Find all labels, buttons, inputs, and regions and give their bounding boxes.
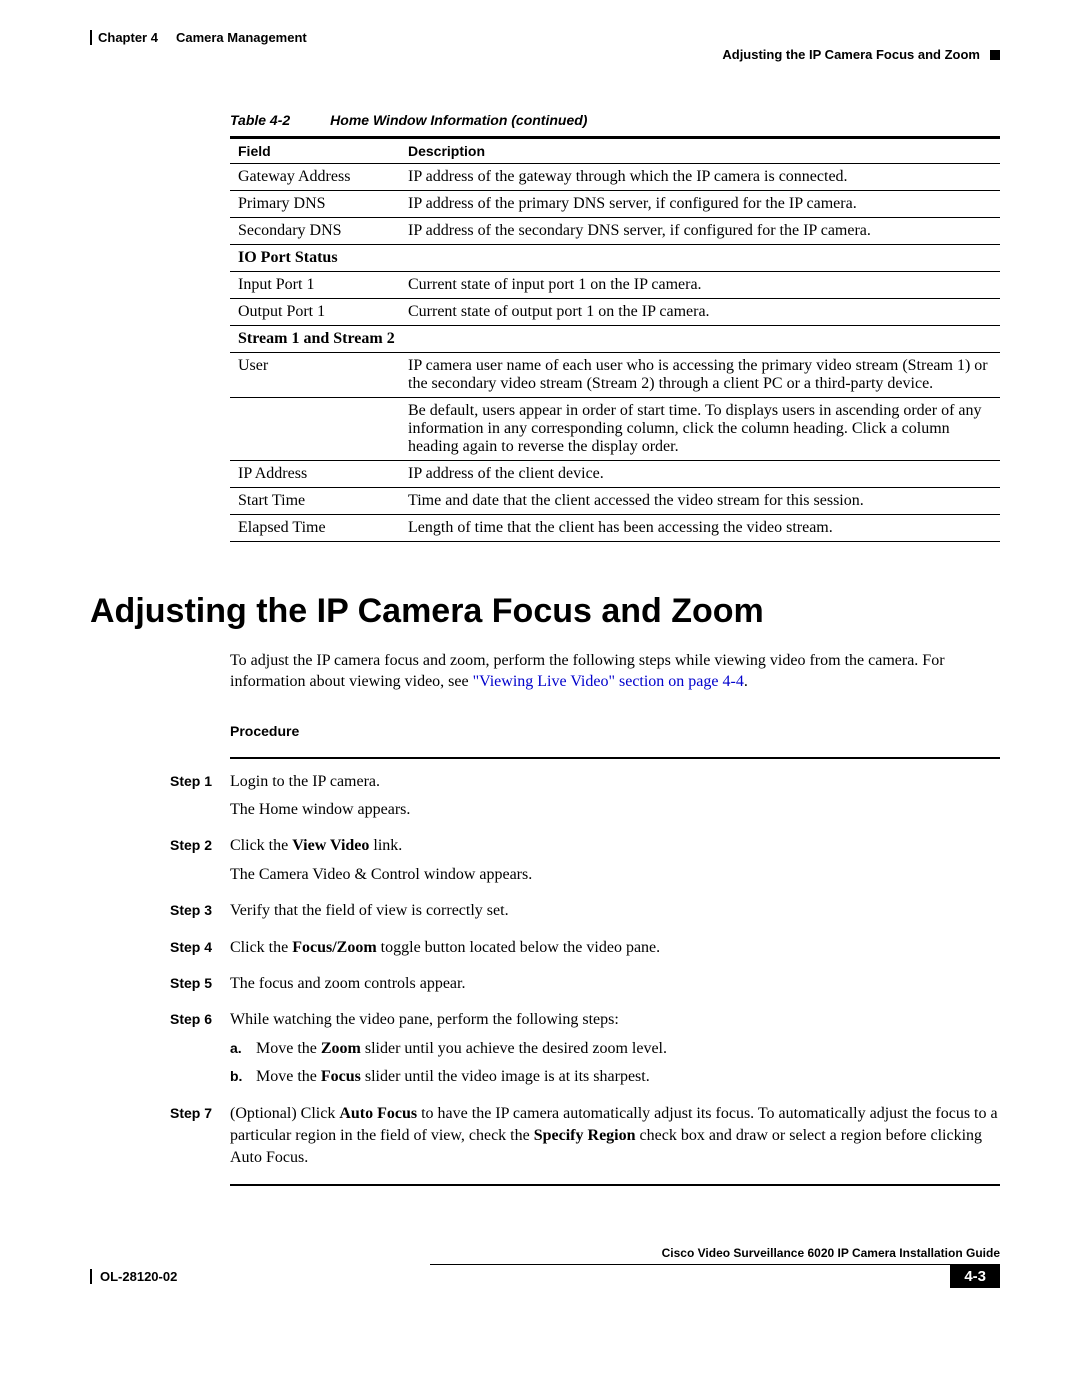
step-item: Step 4 Click the Focus/Zoom toggle butto… xyxy=(170,937,1000,965)
info-table: Field Description Gateway Address IP add… xyxy=(230,136,1000,542)
step-label: Step 1 xyxy=(170,771,230,828)
field-cell: Primary DNS xyxy=(230,191,400,218)
table-caption: Table 4-2 Home Window Information (conti… xyxy=(230,112,1000,128)
chapter-number: Chapter 4 xyxy=(98,30,158,45)
footer-guide-title: Cisco Video Surveillance 6020 IP Camera … xyxy=(90,1246,1000,1260)
step-item: Step 5 The focus and zoom controls appea… xyxy=(170,973,1000,1001)
step-content: Click the Focus/Zoom toggle button locat… xyxy=(230,937,1000,965)
procedure-divider-end xyxy=(230,1184,1000,1186)
intro-paragraph: To adjust the IP camera focus and zoom, … xyxy=(230,651,1000,693)
table-section-row: IO Port Status xyxy=(230,245,1000,272)
substep-item: b. Move the Focus slider until the video… xyxy=(230,1066,1000,1088)
step-text: (Optional) Click Auto Focus to have the … xyxy=(230,1103,1000,1170)
desc-cell: Current state of output port 1 on the IP… xyxy=(400,299,1000,326)
step-label: Step 7 xyxy=(170,1103,230,1176)
table-row: Elapsed Time Length of time that the cli… xyxy=(230,515,1000,542)
intro-text-after: . xyxy=(744,673,748,690)
field-cell: Elapsed Time xyxy=(230,515,400,542)
section-header-cell: IO Port Status xyxy=(230,245,1000,272)
field-cell: Gateway Address xyxy=(230,164,400,191)
page-footer: Cisco Video Surveillance 6020 IP Camera … xyxy=(90,1246,1000,1288)
field-cell: Start Time xyxy=(230,488,400,515)
chapter-title: Camera Management xyxy=(176,30,307,45)
field-cell: IP Address xyxy=(230,461,400,488)
step-text: The Camera Video & Control window appear… xyxy=(230,864,1000,886)
substep-text: Move the Zoom slider until you achieve t… xyxy=(256,1038,667,1060)
step-text: Click the View Video link. xyxy=(230,835,1000,857)
substep-text: Move the Focus slider until the video im… xyxy=(256,1066,650,1088)
section-header-cell: Stream 1 and Stream 2 xyxy=(230,326,1000,353)
step-text: Click the Focus/Zoom toggle button locat… xyxy=(230,937,1000,959)
step-label: Step 6 xyxy=(170,1009,230,1094)
field-cell: Output Port 1 xyxy=(230,299,400,326)
footer-doc-id: OL-28120-02 xyxy=(90,1269,177,1284)
field-cell: User xyxy=(230,353,400,398)
desc-cell: Length of time that the client has been … xyxy=(400,515,1000,542)
step-item: Step 1 Login to the IP camera. The Home … xyxy=(170,771,1000,828)
main-heading: Adjusting the IP Camera Focus and Zoom xyxy=(90,592,1000,631)
header-marker-icon xyxy=(990,50,1000,60)
procedure-heading: Procedure xyxy=(230,723,1000,739)
substep-item: a. Move the Zoom slider until you achiev… xyxy=(230,1038,1000,1060)
step-text: The Home window appears. xyxy=(230,799,1000,821)
table-row: Output Port 1 Current state of output po… xyxy=(230,299,1000,326)
step-item: Step 6 While watching the video pane, pe… xyxy=(170,1009,1000,1094)
steps-list: Step 1 Login to the IP camera. The Home … xyxy=(170,771,1000,1176)
substep-label: b. xyxy=(230,1066,256,1088)
col-field-header: Field xyxy=(230,138,400,164)
table-row: Input Port 1 Current state of input port… xyxy=(230,272,1000,299)
table-row: Primary DNS IP address of the primary DN… xyxy=(230,191,1000,218)
table-section-row: Stream 1 and Stream 2 xyxy=(230,326,1000,353)
cross-ref-link[interactable]: "Viewing Live Video" section on page 4-4 xyxy=(473,673,744,690)
desc-cell: IP address of the secondary DNS server, … xyxy=(400,218,1000,245)
desc-cell: IP camera user name of each user who is … xyxy=(400,353,1000,398)
desc-cell: Time and date that the client accessed t… xyxy=(400,488,1000,515)
page-header: Chapter 4 Camera Management xyxy=(98,30,1000,45)
step-text: The focus and zoom controls appear. xyxy=(230,973,1000,995)
table-row: User IP camera user name of each user wh… xyxy=(230,353,1000,398)
step-text: Verify that the field of view is correct… xyxy=(230,900,1000,922)
step-item: Step 2 Click the View Video link. The Ca… xyxy=(170,835,1000,892)
step-content: Click the View Video link. The Camera Vi… xyxy=(230,835,1000,892)
step-item: Step 3 Verify that the field of view is … xyxy=(170,900,1000,928)
table-row: Start Time Time and date that the client… xyxy=(230,488,1000,515)
step-text: While watching the video pane, perform t… xyxy=(230,1009,1000,1031)
step-label: Step 3 xyxy=(170,900,230,928)
field-cell: Input Port 1 xyxy=(230,272,400,299)
table-row: Be default, users appear in order of sta… xyxy=(230,398,1000,461)
desc-cell: IP address of the primary DNS server, if… xyxy=(400,191,1000,218)
desc-cell: Be default, users appear in order of sta… xyxy=(400,398,1000,461)
table-row: Secondary DNS IP address of the secondar… xyxy=(230,218,1000,245)
col-desc-header: Description xyxy=(400,138,1000,164)
step-content: (Optional) Click Auto Focus to have the … xyxy=(230,1103,1000,1176)
step-content: The focus and zoom controls appear. xyxy=(230,973,1000,1001)
procedure-divider xyxy=(230,757,1000,759)
table-title: Home Window Information (continued) xyxy=(330,112,587,128)
field-cell: Secondary DNS xyxy=(230,218,400,245)
table-row: IP Address IP address of the client devi… xyxy=(230,461,1000,488)
step-content: While watching the video pane, perform t… xyxy=(230,1009,1000,1094)
step-label: Step 5 xyxy=(170,973,230,1001)
field-cell xyxy=(230,398,400,461)
table-ref: Table 4-2 xyxy=(230,112,290,128)
step-content: Verify that the field of view is correct… xyxy=(230,900,1000,928)
step-item: Step 7 (Optional) Click Auto Focus to ha… xyxy=(170,1103,1000,1176)
desc-cell: Current state of input port 1 on the IP … xyxy=(400,272,1000,299)
table-row: Gateway Address IP address of the gatewa… xyxy=(230,164,1000,191)
step-text: Login to the IP camera. xyxy=(230,771,1000,793)
step-label: Step 4 xyxy=(170,937,230,965)
footer-page-number: 4-3 xyxy=(950,1265,1000,1288)
substep-label: a. xyxy=(230,1038,256,1060)
section-title-header: Adjusting the IP Camera Focus and Zoom xyxy=(722,47,980,62)
step-content: Login to the IP camera. The Home window … xyxy=(230,771,1000,828)
desc-cell: IP address of the client device. xyxy=(400,461,1000,488)
desc-cell: IP address of the gateway through which … xyxy=(400,164,1000,191)
step-label: Step 2 xyxy=(170,835,230,892)
